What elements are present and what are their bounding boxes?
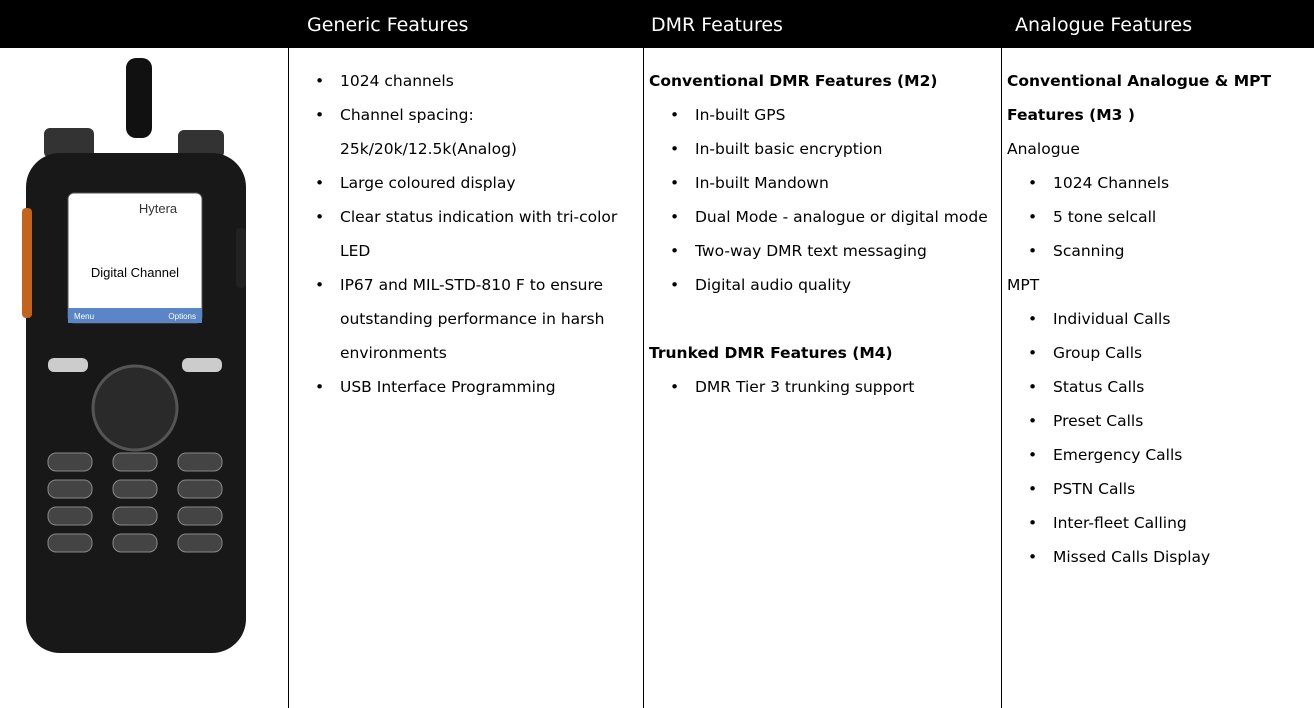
list-item: Status Calls xyxy=(1002,370,1312,404)
bullet-list: DMR Tier 3 trunking support xyxy=(644,370,999,404)
bullet-list: 1024 channelsChannel spacing: 25k/20k/12… xyxy=(289,64,639,404)
section-heading: Conventional DMR Features (M2) xyxy=(649,72,938,90)
group-label: MPT xyxy=(1007,276,1040,294)
list-item: In-built Mandown xyxy=(644,166,999,200)
list-item: IP67 and MIL-STD-810 F to ensure outstan… xyxy=(289,268,639,370)
list-item: In-built basic encryption xyxy=(644,132,999,166)
list-item: 1024 Channels xyxy=(1002,166,1312,200)
list-item: Channel spacing: 25k/20k/12.5k(Analog) xyxy=(289,98,639,166)
list-item: 1024 channels xyxy=(289,64,639,98)
list-item: Inter-fleet Calling xyxy=(1002,506,1312,540)
group-label: Analogue xyxy=(1007,140,1080,158)
dmr-column: Conventional DMR Features (M2) In-built G… xyxy=(644,64,999,404)
list-item: 5 tone selcall xyxy=(1002,200,1312,234)
section-heading: Conventional Analogue & MPT Features (M3… xyxy=(1007,72,1272,124)
section-heading: Trunked DMR Features (M4) xyxy=(649,344,893,362)
list-item: Dual Mode - analogue or digital mode xyxy=(644,200,999,234)
list-item: Scanning xyxy=(1002,234,1312,268)
list-item: Group Calls xyxy=(1002,336,1312,370)
list-item: Missed Calls Display xyxy=(1002,540,1312,574)
list-item: Emergency Calls xyxy=(1002,438,1312,472)
radio-key-label: Menu xyxy=(74,312,94,321)
bullet-list: Individual CallsGroup CallsStatus CallsP… xyxy=(1002,302,1312,574)
radio-screen-text: Digital Channel xyxy=(91,265,179,280)
list-item: Clear status indication with tri-color L… xyxy=(289,200,639,268)
list-item: USB Interface Programming xyxy=(289,370,639,404)
list-item: Large coloured display xyxy=(289,166,639,200)
analogue-column: Conventional Analogue & MPT Features (M3… xyxy=(1002,64,1312,574)
radio-brand: Hytera xyxy=(139,201,178,216)
list-item: Digital audio quality xyxy=(644,268,999,302)
header-cell: Generic Features xyxy=(307,14,469,36)
radio-image: Hytera Digital Channel Menu Options xyxy=(22,58,246,653)
header-cell: DMR Features xyxy=(651,14,783,36)
list-item: PSTN Calls xyxy=(1002,472,1312,506)
bullet-list: 1024 Channels5 tone selcallScanning xyxy=(1002,166,1312,268)
list-item: DMR Tier 3 trunking support xyxy=(644,370,999,404)
generic-column: 1024 channelsChannel spacing: 25k/20k/12… xyxy=(289,64,639,404)
bullet-list: In-built GPSIn-built basic encryptionIn-… xyxy=(644,98,999,302)
list-item: In-built GPS xyxy=(644,98,999,132)
radio-key-label: Options xyxy=(168,312,196,321)
list-item: Individual Calls xyxy=(1002,302,1312,336)
header-cell: Analogue Features xyxy=(1015,14,1193,36)
spacer xyxy=(644,302,999,336)
list-item: Two-way DMR text messaging xyxy=(644,234,999,268)
header-row: Generic Features DMR Features Analogue F… xyxy=(0,0,1314,48)
list-item: Preset Calls xyxy=(1002,404,1312,438)
